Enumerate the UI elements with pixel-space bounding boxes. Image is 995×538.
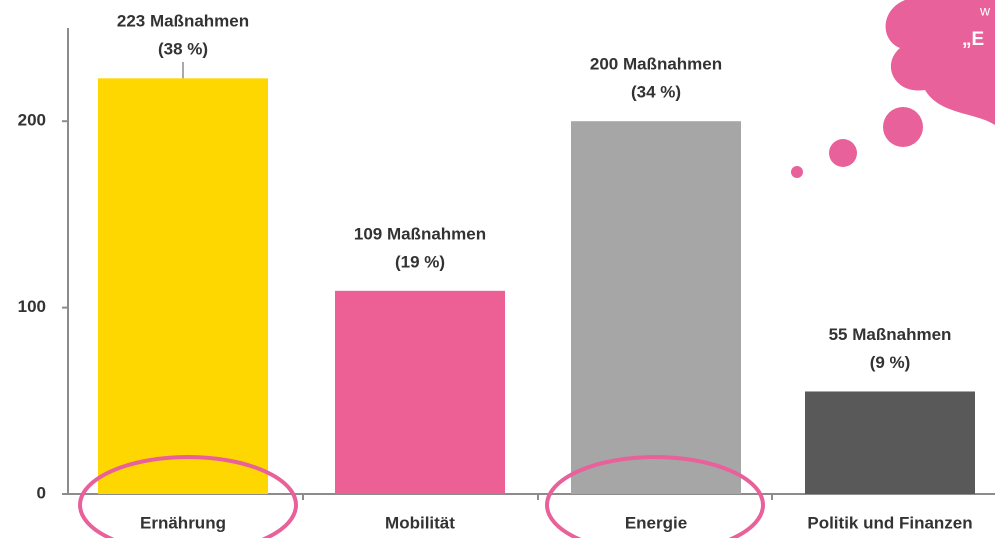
bar <box>98 78 268 494</box>
bar <box>805 391 975 494</box>
bubble-text: w <box>979 3 991 19</box>
bar <box>571 121 741 494</box>
share-label: (38 %) <box>158 39 208 58</box>
highlight-ellipse <box>78 455 298 538</box>
share-label: (9 %) <box>870 353 911 372</box>
share-label: (19 %) <box>395 252 445 271</box>
x-tick-label: Energie <box>625 513 687 532</box>
x-tick-label: Politik und Finanzen <box>807 513 972 532</box>
value-label: 55 Maßnahmen <box>829 325 952 344</box>
bubble-text: „E <box>962 29 984 50</box>
share-label: (34 %) <box>631 83 681 102</box>
x-tick-label: Mobilität <box>385 513 455 532</box>
bar <box>335 290 505 494</box>
value-label: 109 Maßnahmen <box>354 224 486 243</box>
value-label: 223 Maßnahmen <box>117 11 249 30</box>
highlight-ellipse <box>545 455 765 538</box>
x-tick-label: Ernährung <box>140 513 226 532</box>
y-tick-label: 100 <box>18 297 46 316</box>
y-tick-label: 200 <box>18 111 46 130</box>
value-label: 200 Maßnahmen <box>590 55 722 74</box>
y-tick-label: 0 <box>37 483 46 502</box>
thought-bubble: w „E <box>791 0 995 178</box>
